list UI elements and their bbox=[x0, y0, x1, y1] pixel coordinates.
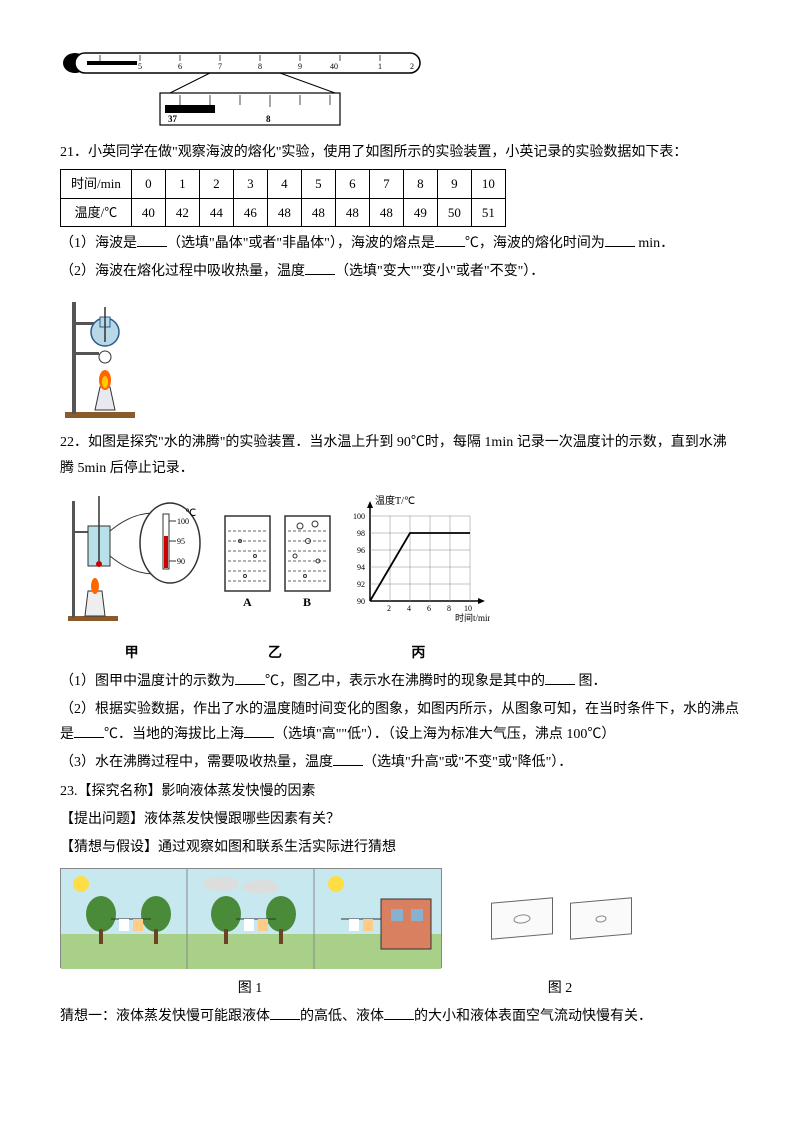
svg-text:5: 5 bbox=[138, 62, 142, 71]
figure-captions: 图 1图 2 bbox=[60, 976, 640, 1001]
svg-text:100: 100 bbox=[353, 512, 365, 521]
blank-field[interactable] bbox=[270, 1005, 300, 1020]
svg-text:A: A bbox=[243, 595, 252, 609]
boiling-experiment-diagram: ℃ 100 95 90 A B 温度T/℃ 1009896949290 2468… bbox=[60, 486, 490, 636]
svg-text:94: 94 bbox=[357, 563, 365, 572]
svg-text:2: 2 bbox=[387, 604, 391, 613]
svg-text:4: 4 bbox=[407, 604, 411, 613]
blank-field[interactable] bbox=[235, 670, 265, 685]
blank-field[interactable] bbox=[244, 723, 274, 738]
svg-text:100: 100 bbox=[177, 517, 189, 526]
svg-text:6: 6 bbox=[178, 62, 182, 71]
svg-text:1: 1 bbox=[378, 62, 382, 71]
q22-part1: （1）图甲中温度计的示数为℃，图乙中，表示水在沸腾时的现象是其中的 图． bbox=[60, 669, 740, 694]
svg-text:95: 95 bbox=[177, 537, 185, 546]
svg-text:8: 8 bbox=[266, 114, 271, 124]
svg-text:8: 8 bbox=[447, 604, 451, 613]
svg-text:B: B bbox=[303, 595, 311, 609]
blank-field[interactable] bbox=[384, 1005, 414, 1020]
q21-part2: （2）海波在熔化过程中吸收热量，温度（选填"变大""变小"或者"不变"）． bbox=[60, 259, 740, 284]
svg-text:92: 92 bbox=[357, 580, 365, 589]
blank-field[interactable] bbox=[305, 260, 335, 275]
svg-text:7: 7 bbox=[218, 62, 222, 71]
svg-text:9: 9 bbox=[298, 62, 302, 71]
svg-text:温度T/℃: 温度T/℃ bbox=[375, 494, 415, 507]
q23-title: 23.【探究名称】影响液体蒸发快慢的因素 bbox=[60, 779, 740, 804]
svg-text:2: 2 bbox=[410, 62, 414, 71]
svg-text:10: 10 bbox=[464, 604, 472, 613]
q23-question: 【提出问题】液体蒸发快慢跟哪些因素有关？ bbox=[60, 807, 740, 832]
heating-apparatus-diagram bbox=[60, 292, 140, 422]
blank-field[interactable] bbox=[545, 670, 575, 685]
q22-intro: 22．如图是探究"水的沸腾"的实验装置．当水温上升到 90℃时，每隔 1min … bbox=[60, 430, 740, 480]
q21-intro: 21．小英同学在做"观察海波的熔化"实验，使用了如图所示的实验装置，小英记录的实… bbox=[60, 140, 740, 165]
svg-text:90: 90 bbox=[177, 557, 185, 566]
blank-field[interactable] bbox=[605, 232, 635, 247]
q22-part3: （3）水在沸腾过程中，需要吸收热量，温度（选填"升高"或"不变"或"降低"）． bbox=[60, 750, 740, 775]
svg-text:37: 37 bbox=[168, 114, 178, 124]
thermometer-diagram: 5 6 7 8 9 40 1 2 37 8 bbox=[60, 45, 440, 135]
svg-text:6: 6 bbox=[427, 604, 431, 613]
svg-text:98: 98 bbox=[357, 529, 365, 538]
q23-guess1: 猜想一：液体蒸发快慢可能跟液体的高低、液体的大小和液体表面空气流动快慢有关． bbox=[60, 1004, 740, 1029]
evaporation-scenarios-diagram bbox=[60, 868, 640, 968]
blank-field[interactable] bbox=[137, 232, 167, 247]
blank-field[interactable] bbox=[74, 723, 104, 738]
svg-text:40: 40 bbox=[330, 62, 338, 71]
figure-labels: 甲乙丙 bbox=[60, 641, 490, 666]
q23-hypothesis: 【猜想与假设】通过观察如图和联系生活实际进行猜想 bbox=[60, 835, 740, 860]
svg-text:96: 96 bbox=[357, 546, 365, 555]
q22-part2: （2）根据实验数据，作出了水的温度随时间变化的图象，如图丙所示，从图象可知，在当… bbox=[60, 697, 740, 747]
svg-text:90: 90 bbox=[357, 597, 365, 606]
svg-text:8: 8 bbox=[258, 62, 262, 71]
svg-text:时间t/min: 时间t/min bbox=[455, 612, 490, 623]
q21-part1: （1）海波是（选填"晶体"或者"非晶体"），海波的熔点是℃，海波的熔化时间为 m… bbox=[60, 231, 740, 256]
blank-field[interactable] bbox=[435, 232, 465, 247]
q21-data-table: 时间/min012345678910 温度/℃40424446484848484… bbox=[60, 169, 506, 227]
blank-field[interactable] bbox=[333, 751, 363, 766]
